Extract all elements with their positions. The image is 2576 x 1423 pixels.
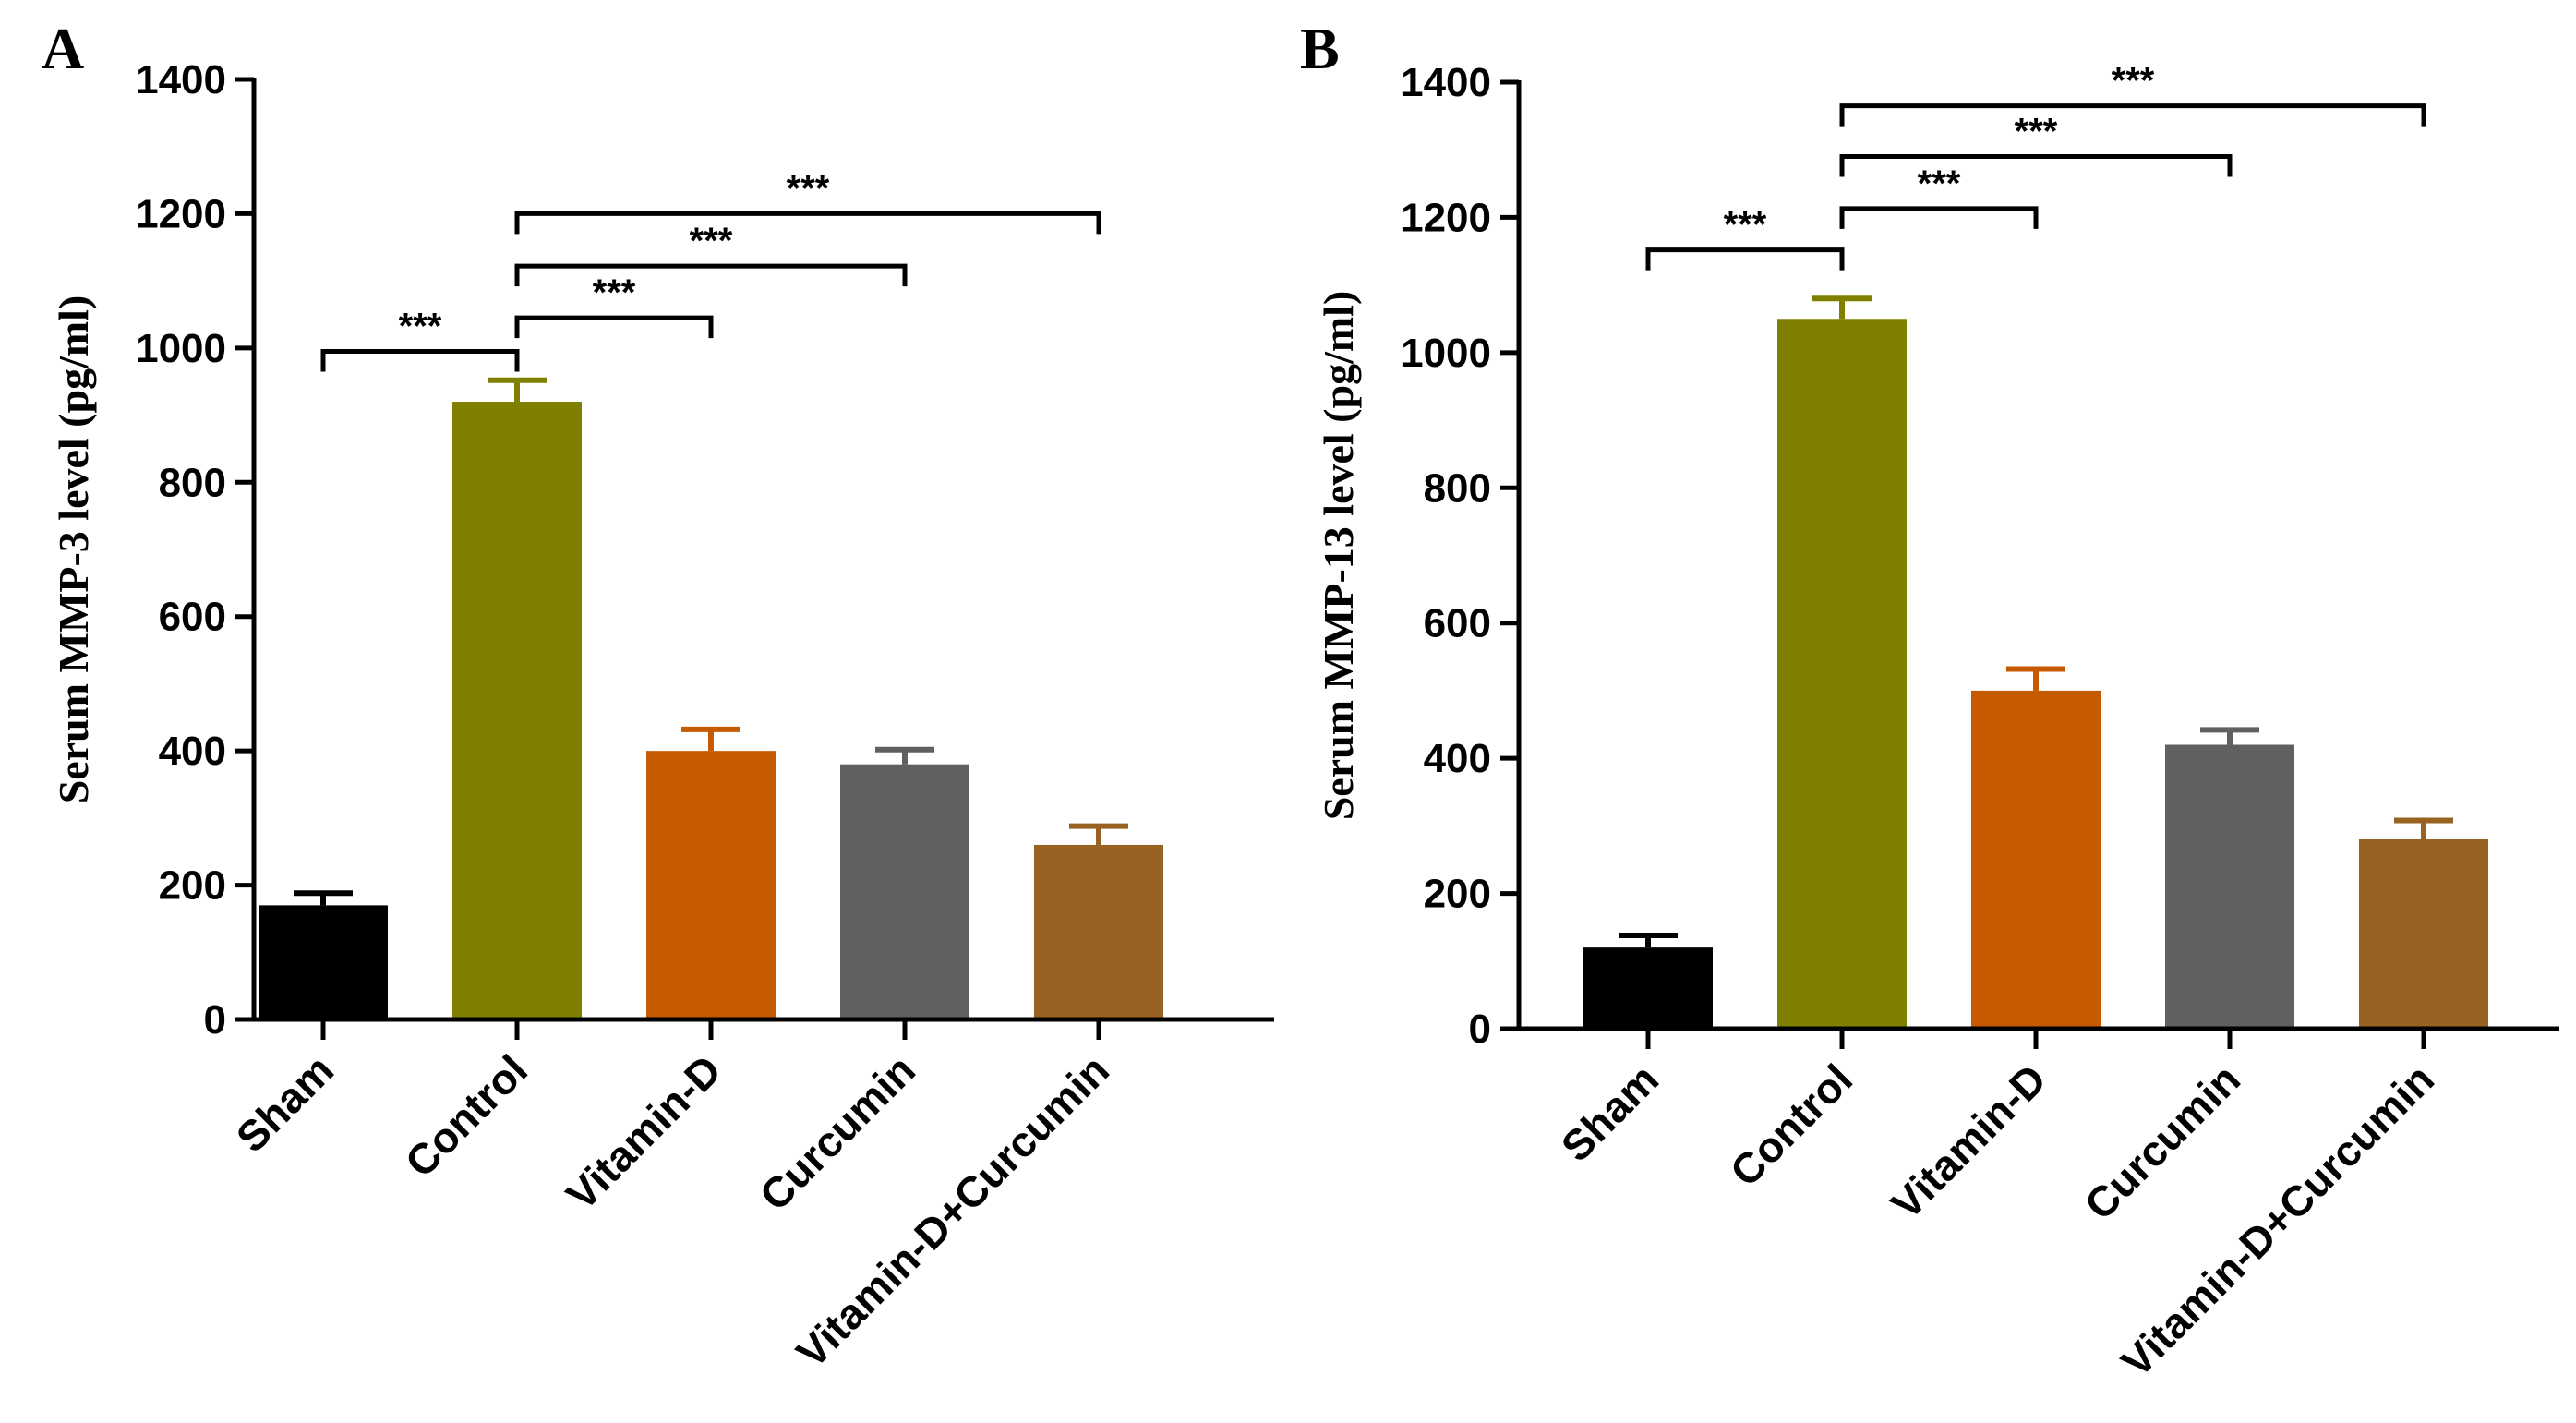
y-tick-label: 1200 <box>1401 195 1491 240</box>
bar-vitamin-d <box>646 751 776 1019</box>
x-category-label: Sham <box>227 1045 343 1161</box>
x-category-label: Curcumin <box>750 1045 924 1220</box>
significance-bracket <box>320 348 520 372</box>
x-category-label: Vitamin-D+Curcumin <box>787 1045 1118 1377</box>
panel-label: A <box>42 16 84 81</box>
bar-curcumin <box>2165 744 2294 1029</box>
bar-control <box>452 402 582 1019</box>
panel-label: B <box>1300 16 1340 81</box>
x-category-label: Vitamin-D <box>1882 1055 2055 1228</box>
significance-label: *** <box>690 221 733 261</box>
y-tick-label: 600 <box>1424 601 1491 646</box>
y-axis-title: Serum MMP-13 level (pg/ml) <box>1315 291 1362 821</box>
bar-vitamin-d <box>1971 690 2101 1029</box>
y-tick-label: 200 <box>1424 872 1491 917</box>
bar-sham <box>259 905 388 1019</box>
x-category-label: Curcumin <box>2075 1055 2249 1229</box>
y-tick-label: 1000 <box>1401 331 1491 376</box>
bar-control <box>1777 319 1907 1029</box>
y-tick-label: 600 <box>159 595 226 640</box>
significance-label: *** <box>2112 61 2155 102</box>
y-tick-label: 1200 <box>136 191 226 236</box>
y-tick-label: 200 <box>159 863 226 909</box>
significance-label: *** <box>2015 112 2058 152</box>
y-tick-label: 800 <box>1424 465 1491 511</box>
significance-label: *** <box>399 306 442 346</box>
significance-label: *** <box>1918 163 1961 204</box>
y-tick-label: 800 <box>159 460 226 505</box>
significance-bracket <box>514 315 714 339</box>
significance-bracket <box>514 211 1101 235</box>
significance-bracket <box>1839 154 2233 177</box>
bar-curcumin <box>840 764 969 1019</box>
x-category-label: Sham <box>1552 1055 1667 1170</box>
significance-bracket <box>1839 103 2426 127</box>
y-tick-label: 1400 <box>136 57 226 103</box>
bar-vitamin-d-curcumin <box>2359 839 2488 1029</box>
y-tick-label: 0 <box>204 997 226 1043</box>
significance-label: *** <box>787 168 830 209</box>
significance-bracket <box>514 263 908 287</box>
y-tick-label: 1000 <box>136 326 226 371</box>
y-tick-label: 400 <box>1424 736 1491 781</box>
x-category-label: Control <box>396 1045 536 1186</box>
x-category-label: Control <box>1721 1055 1861 1195</box>
significance-label: *** <box>593 272 636 313</box>
x-category-label: Vitamin-D <box>557 1045 730 1219</box>
bar-sham <box>1583 947 1713 1029</box>
significance-label: *** <box>1724 205 1767 246</box>
x-category-label: Vitamin-D+Curcumin <box>2112 1055 2443 1386</box>
y-tick-label: 1400 <box>1401 60 1491 105</box>
y-tick-label: 400 <box>159 729 226 774</box>
y-tick-label: 0 <box>1469 1007 1491 1052</box>
bar-vitamin-d-curcumin <box>1034 844 1163 1019</box>
significance-bracket <box>1839 206 2039 229</box>
significance-bracket <box>1645 247 1845 271</box>
y-axis-title: Serum MMP-3 level (pg/ml) <box>50 295 97 804</box>
